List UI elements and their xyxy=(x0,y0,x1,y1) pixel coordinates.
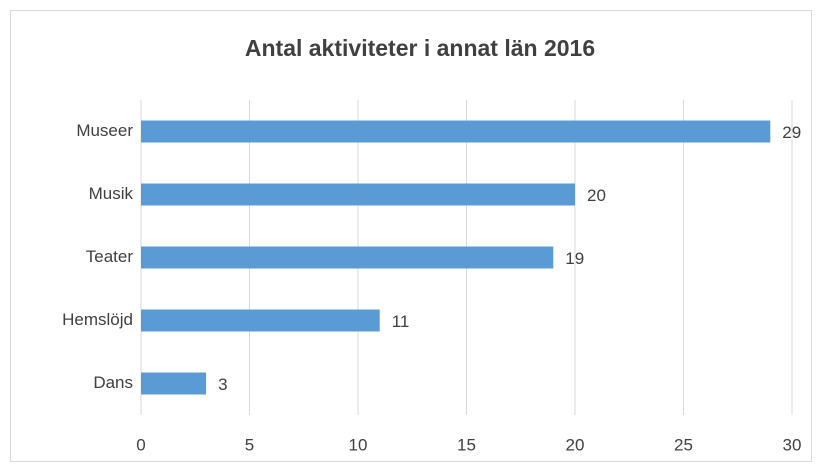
x-tick-label: 20 xyxy=(566,435,585,454)
y-tick-label: Musik xyxy=(89,184,134,203)
x-tick-label: 0 xyxy=(136,435,145,454)
y-tick-label: Museer xyxy=(76,121,133,140)
bar xyxy=(141,309,380,332)
bar xyxy=(141,246,554,269)
data-label: 20 xyxy=(587,186,606,205)
bar xyxy=(141,372,207,395)
x-tick-label: 25 xyxy=(674,435,693,454)
data-label: 19 xyxy=(565,249,584,268)
data-label: 3 xyxy=(218,375,227,394)
y-tick-label: Dans xyxy=(93,373,133,392)
x-tick-label: 5 xyxy=(245,435,254,454)
y-tick-label: Hemslöjd xyxy=(62,310,133,329)
bar xyxy=(141,120,771,143)
chart-border xyxy=(10,10,812,462)
data-label: 11 xyxy=(392,312,410,331)
x-tick-label: 30 xyxy=(783,435,802,454)
data-label: 29 xyxy=(782,123,801,142)
x-tick-label: 10 xyxy=(349,435,368,454)
chart-title: Antal aktiviteter i annat län 2016 xyxy=(245,35,595,61)
bar xyxy=(141,183,575,206)
x-tick-label: 15 xyxy=(457,435,476,454)
y-tick-label: Teater xyxy=(86,247,134,266)
